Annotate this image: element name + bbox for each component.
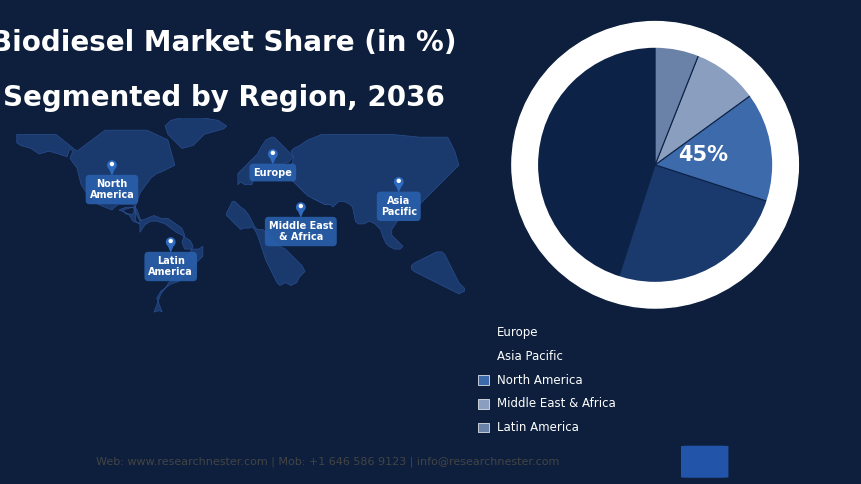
- Text: Europe: Europe: [496, 326, 538, 339]
- Bar: [477, 399, 489, 408]
- Circle shape: [107, 160, 117, 170]
- Circle shape: [295, 202, 306, 212]
- Circle shape: [268, 149, 277, 159]
- Bar: [477, 423, 489, 432]
- Text: Latin America: Latin America: [496, 421, 578, 434]
- Circle shape: [270, 151, 275, 155]
- Text: North
America: North America: [90, 179, 134, 200]
- Polygon shape: [288, 176, 336, 204]
- Text: North America: North America: [496, 374, 582, 387]
- Circle shape: [393, 177, 403, 187]
- Text: Web: www.researchnester.com | Mob: +1 646 586 9123 | info@researchnester.com: Web: www.researchnester.com | Mob: +1 64…: [96, 456, 559, 467]
- Polygon shape: [166, 243, 175, 253]
- Text: Europe: Europe: [253, 167, 292, 178]
- Polygon shape: [165, 118, 226, 149]
- Text: 45%: 45%: [678, 145, 728, 165]
- Text: Research Nester: Research Nester: [723, 449, 839, 462]
- Text: Asia
Pacific: Asia Pacific: [381, 196, 417, 217]
- Text: Segmented by Region, 2036: Segmented by Region, 2036: [3, 84, 444, 112]
- Polygon shape: [296, 208, 305, 218]
- Circle shape: [168, 239, 173, 243]
- Polygon shape: [269, 155, 276, 165]
- Circle shape: [511, 22, 797, 308]
- Circle shape: [298, 204, 303, 208]
- Wedge shape: [654, 47, 757, 165]
- Circle shape: [109, 162, 114, 166]
- Wedge shape: [654, 91, 781, 204]
- Text: Biodiesel Market Share (in %): Biodiesel Market Share (in %): [0, 29, 456, 57]
- Polygon shape: [394, 182, 402, 193]
- Text: Middle East
& Africa: Middle East & Africa: [269, 221, 332, 242]
- Polygon shape: [411, 252, 464, 294]
- Polygon shape: [226, 201, 305, 286]
- Text: Connect. Lead. Accomplish: Connect. Lead. Accomplish: [723, 469, 846, 477]
- Polygon shape: [16, 130, 175, 224]
- Bar: [477, 376, 489, 385]
- Text: Latin
America: Latin America: [148, 256, 193, 277]
- Wedge shape: [528, 38, 654, 286]
- FancyBboxPatch shape: [680, 446, 728, 478]
- Polygon shape: [108, 166, 116, 176]
- Polygon shape: [238, 137, 294, 185]
- Circle shape: [165, 237, 176, 247]
- Wedge shape: [616, 165, 775, 291]
- Circle shape: [396, 179, 400, 183]
- Text: Middle East & Africa: Middle East & Africa: [496, 397, 615, 410]
- Polygon shape: [288, 135, 458, 249]
- Wedge shape: [654, 38, 701, 165]
- Text: Asia Pacific: Asia Pacific: [496, 350, 562, 363]
- Polygon shape: [139, 215, 202, 312]
